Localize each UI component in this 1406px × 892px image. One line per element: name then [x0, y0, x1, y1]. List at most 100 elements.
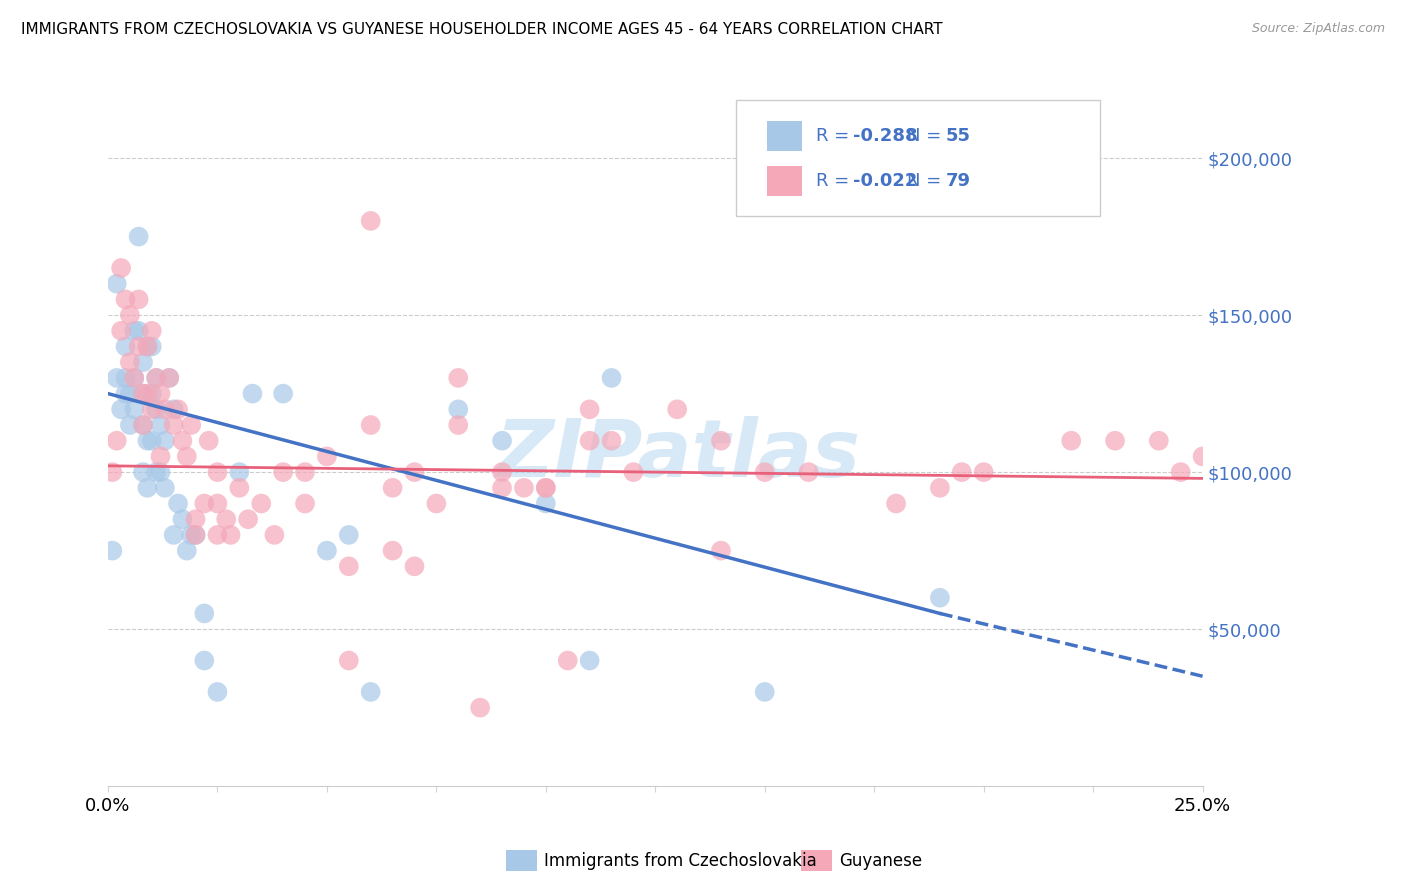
- Point: [122, 402, 145, 417]
- Point: [145, 402, 167, 417]
- Point: [236, 512, 259, 526]
- Point: [950, 465, 973, 479]
- Point: [228, 481, 250, 495]
- Point: [110, 260, 132, 275]
- Point: [425, 496, 447, 510]
- Point: [176, 450, 198, 464]
- Point: [193, 654, 215, 668]
- Text: N =: N =: [907, 128, 948, 145]
- Point: [263, 528, 285, 542]
- Point: [207, 685, 229, 699]
- Point: [928, 481, 950, 495]
- Point: [754, 465, 776, 479]
- Point: [180, 528, 202, 542]
- Point: [141, 339, 163, 353]
- Point: [141, 324, 163, 338]
- Point: [136, 434, 159, 448]
- Point: [337, 559, 360, 574]
- Point: [132, 417, 155, 432]
- Point: [157, 371, 180, 385]
- Point: [513, 481, 536, 495]
- Point: [101, 543, 124, 558]
- Point: [118, 386, 141, 401]
- Point: [207, 465, 229, 479]
- Point: [360, 685, 382, 699]
- Text: Source: ZipAtlas.com: Source: ZipAtlas.com: [1251, 22, 1385, 36]
- Point: [710, 543, 733, 558]
- Point: [271, 465, 294, 479]
- Point: [132, 355, 155, 369]
- Point: [153, 434, 176, 448]
- Point: [404, 465, 426, 479]
- Point: [337, 528, 360, 542]
- Point: [167, 402, 190, 417]
- Point: [242, 386, 264, 401]
- Text: 55: 55: [946, 128, 972, 145]
- Point: [145, 371, 167, 385]
- Point: [122, 371, 145, 385]
- Point: [145, 371, 167, 385]
- Text: N =: N =: [907, 172, 948, 190]
- Point: [136, 339, 159, 353]
- Point: [101, 465, 124, 479]
- Point: [316, 450, 339, 464]
- Point: [578, 654, 600, 668]
- Point: [132, 386, 155, 401]
- Point: [447, 371, 470, 385]
- Point: [132, 417, 155, 432]
- Point: [172, 512, 194, 526]
- Point: [600, 371, 623, 385]
- Point: [172, 434, 194, 448]
- Point: [149, 386, 172, 401]
- Point: [110, 402, 132, 417]
- Point: [207, 496, 229, 510]
- Point: [128, 339, 150, 353]
- Point: [153, 481, 176, 495]
- Point: [381, 481, 404, 495]
- Point: [447, 417, 470, 432]
- Point: [136, 386, 159, 401]
- Text: IMMIGRANTS FROM CZECHOSLOVAKIA VS GUYANESE HOUSEHOLDER INCOME AGES 45 - 64 YEARS: IMMIGRANTS FROM CZECHOSLOVAKIA VS GUYANE…: [21, 22, 942, 37]
- Point: [157, 371, 180, 385]
- Point: [105, 434, 128, 448]
- Point: [754, 685, 776, 699]
- Point: [1060, 434, 1083, 448]
- Point: [219, 528, 242, 542]
- Point: [141, 402, 163, 417]
- Point: [1147, 434, 1170, 448]
- Point: [228, 465, 250, 479]
- Point: [1170, 465, 1192, 479]
- Point: [197, 434, 219, 448]
- Point: [163, 528, 186, 542]
- Point: [381, 543, 404, 558]
- Point: [884, 496, 907, 510]
- Point: [294, 465, 316, 479]
- Point: [118, 355, 141, 369]
- Point: [207, 528, 229, 542]
- Point: [337, 654, 360, 668]
- Point: [105, 371, 128, 385]
- Point: [360, 417, 382, 432]
- Text: -0.288: -0.288: [853, 128, 918, 145]
- Point: [491, 465, 513, 479]
- Point: [114, 293, 136, 307]
- Point: [114, 371, 136, 385]
- Point: [973, 465, 995, 479]
- Point: [193, 607, 215, 621]
- Point: [118, 308, 141, 322]
- Point: [141, 434, 163, 448]
- Point: [491, 434, 513, 448]
- Point: [128, 293, 150, 307]
- Text: Immigrants from Czechoslovakia: Immigrants from Czechoslovakia: [544, 852, 817, 870]
- Point: [470, 700, 492, 714]
- Text: -0.022: -0.022: [853, 172, 918, 190]
- Point: [534, 481, 557, 495]
- Point: [141, 386, 163, 401]
- Point: [1104, 434, 1126, 448]
- Point: [184, 528, 207, 542]
- Text: R =: R =: [817, 128, 855, 145]
- Point: [110, 324, 132, 338]
- Point: [193, 496, 215, 510]
- Point: [600, 434, 623, 448]
- Text: ZIPatlas: ZIPatlas: [495, 416, 859, 493]
